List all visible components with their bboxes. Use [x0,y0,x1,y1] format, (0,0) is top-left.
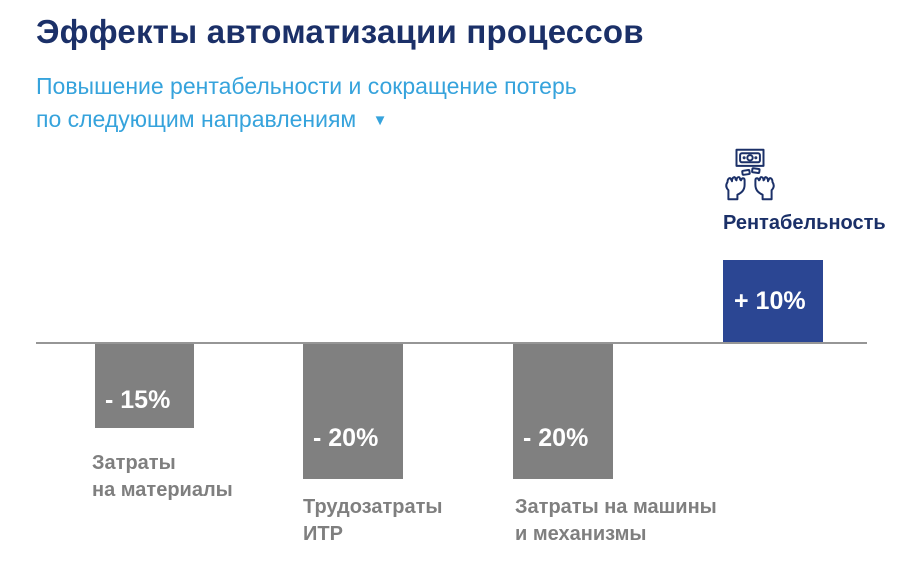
profitability-label: Рентабельность [723,212,886,234]
bar-engineering-labor: - 20% [303,344,403,479]
hands-receiving-money-icon [725,148,775,201]
bar-category-engineering-labor: Трудозатраты ИТР [303,496,443,545]
bar-value-label: - 20% [523,424,589,452]
bar-value-label: - 20% [313,424,379,452]
bar-category-machines: Затраты на машины и механизмы [515,496,717,545]
bar-value-label: - 15% [105,386,171,414]
bar-value-label: + 10% [734,286,806,315]
page-title: Эффекты автоматизации процессов [36,13,644,50]
zero-baseline [36,342,867,344]
bar-profitability: + 10% [723,260,823,342]
bar-machines: - 20% [513,344,613,479]
bar-category-materials: Затраты на материалы [92,452,233,501]
bar-materials: - 15% [95,344,194,428]
chevron-down-icon: ▼ [372,112,388,129]
subtitle: Повышение рентабельности и сокращение по… [36,70,577,137]
subtitle-text: Повышение рентабельности и сокращение по… [36,73,577,132]
